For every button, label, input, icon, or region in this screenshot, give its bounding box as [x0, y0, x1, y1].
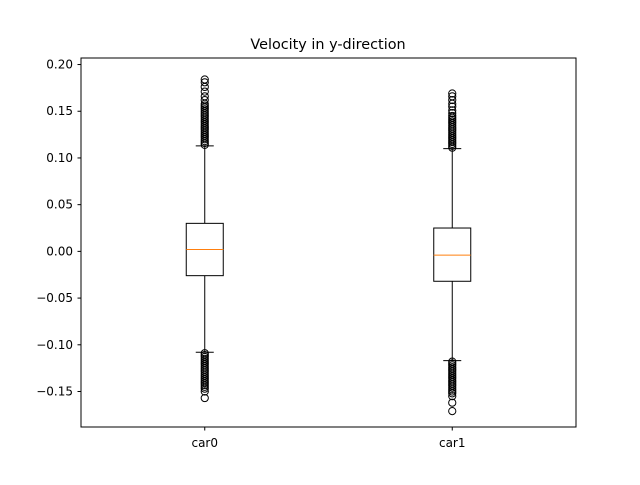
y-tick-label: −0.15 — [36, 385, 73, 399]
outlier-point — [200, 92, 209, 101]
outlier-point — [448, 92, 457, 101]
x-tick-label: car1 — [439, 436, 466, 450]
outlier-point — [448, 392, 457, 401]
axes-frame — [80, 57, 577, 428]
y-tick-label: −0.05 — [36, 291, 73, 305]
outlier-point — [448, 111, 457, 121]
outlier-point — [448, 102, 457, 111]
outlier-point — [200, 384, 209, 393]
chart-title: Velocity in y-direction — [250, 37, 405, 53]
y-tick-label: 0.20 — [46, 58, 73, 72]
y-tick-label: −0.10 — [36, 338, 73, 352]
y-tick-label: 0.15 — [46, 104, 73, 118]
axes-group: −0.15 −0.10 −0.05 0.00 0.05 0.10 0.15 0.20 car0 c… — [36, 57, 577, 450]
y-tick-label: 0.00 — [46, 244, 73, 258]
outlier-point — [448, 398, 457, 407]
plot-marks — [185, 75, 472, 416]
outlier-point — [448, 109, 457, 118]
y-tick-label: 0.05 — [46, 198, 73, 212]
outlier-point — [200, 87, 209, 96]
outlier-point — [200, 95, 209, 105]
outlier-point — [448, 407, 457, 416]
box-group-car1 — [433, 89, 472, 416]
outlier-point — [200, 78, 209, 87]
outlier-point — [200, 387, 209, 396]
box-group-car0 — [185, 75, 224, 403]
outlier-point — [200, 75, 209, 84]
outlier-point — [200, 393, 209, 403]
y-tick-label: 0.10 — [46, 151, 73, 165]
outlier-point — [448, 95, 457, 105]
outlier-point — [448, 106, 457, 115]
outlier-point — [448, 389, 457, 398]
x-tick-label: car0 — [191, 436, 218, 450]
outlier-point — [448, 89, 457, 98]
